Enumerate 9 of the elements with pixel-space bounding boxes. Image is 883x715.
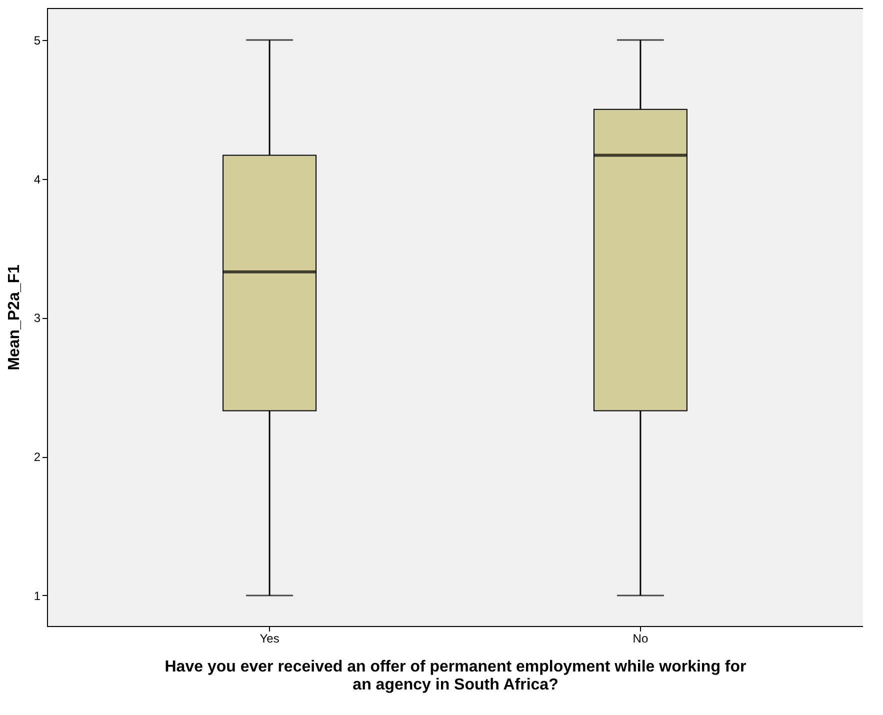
x-tick-label: No (632, 632, 648, 646)
x-tick-label: Yes (260, 632, 280, 646)
y-tick-label: 4 (34, 172, 41, 186)
y-axis-title: Mean_P2a_F1 (6, 264, 23, 370)
y-tick-label: 5 (34, 33, 41, 48)
x-axis-title: Have you ever received an offer of permanent employment while working for an agency in South Africa? (164, 658, 746, 694)
y-tick-label: 2 (34, 450, 41, 464)
y-tick-label: 1 (34, 588, 41, 603)
y-tick-label: 3 (34, 311, 41, 326)
